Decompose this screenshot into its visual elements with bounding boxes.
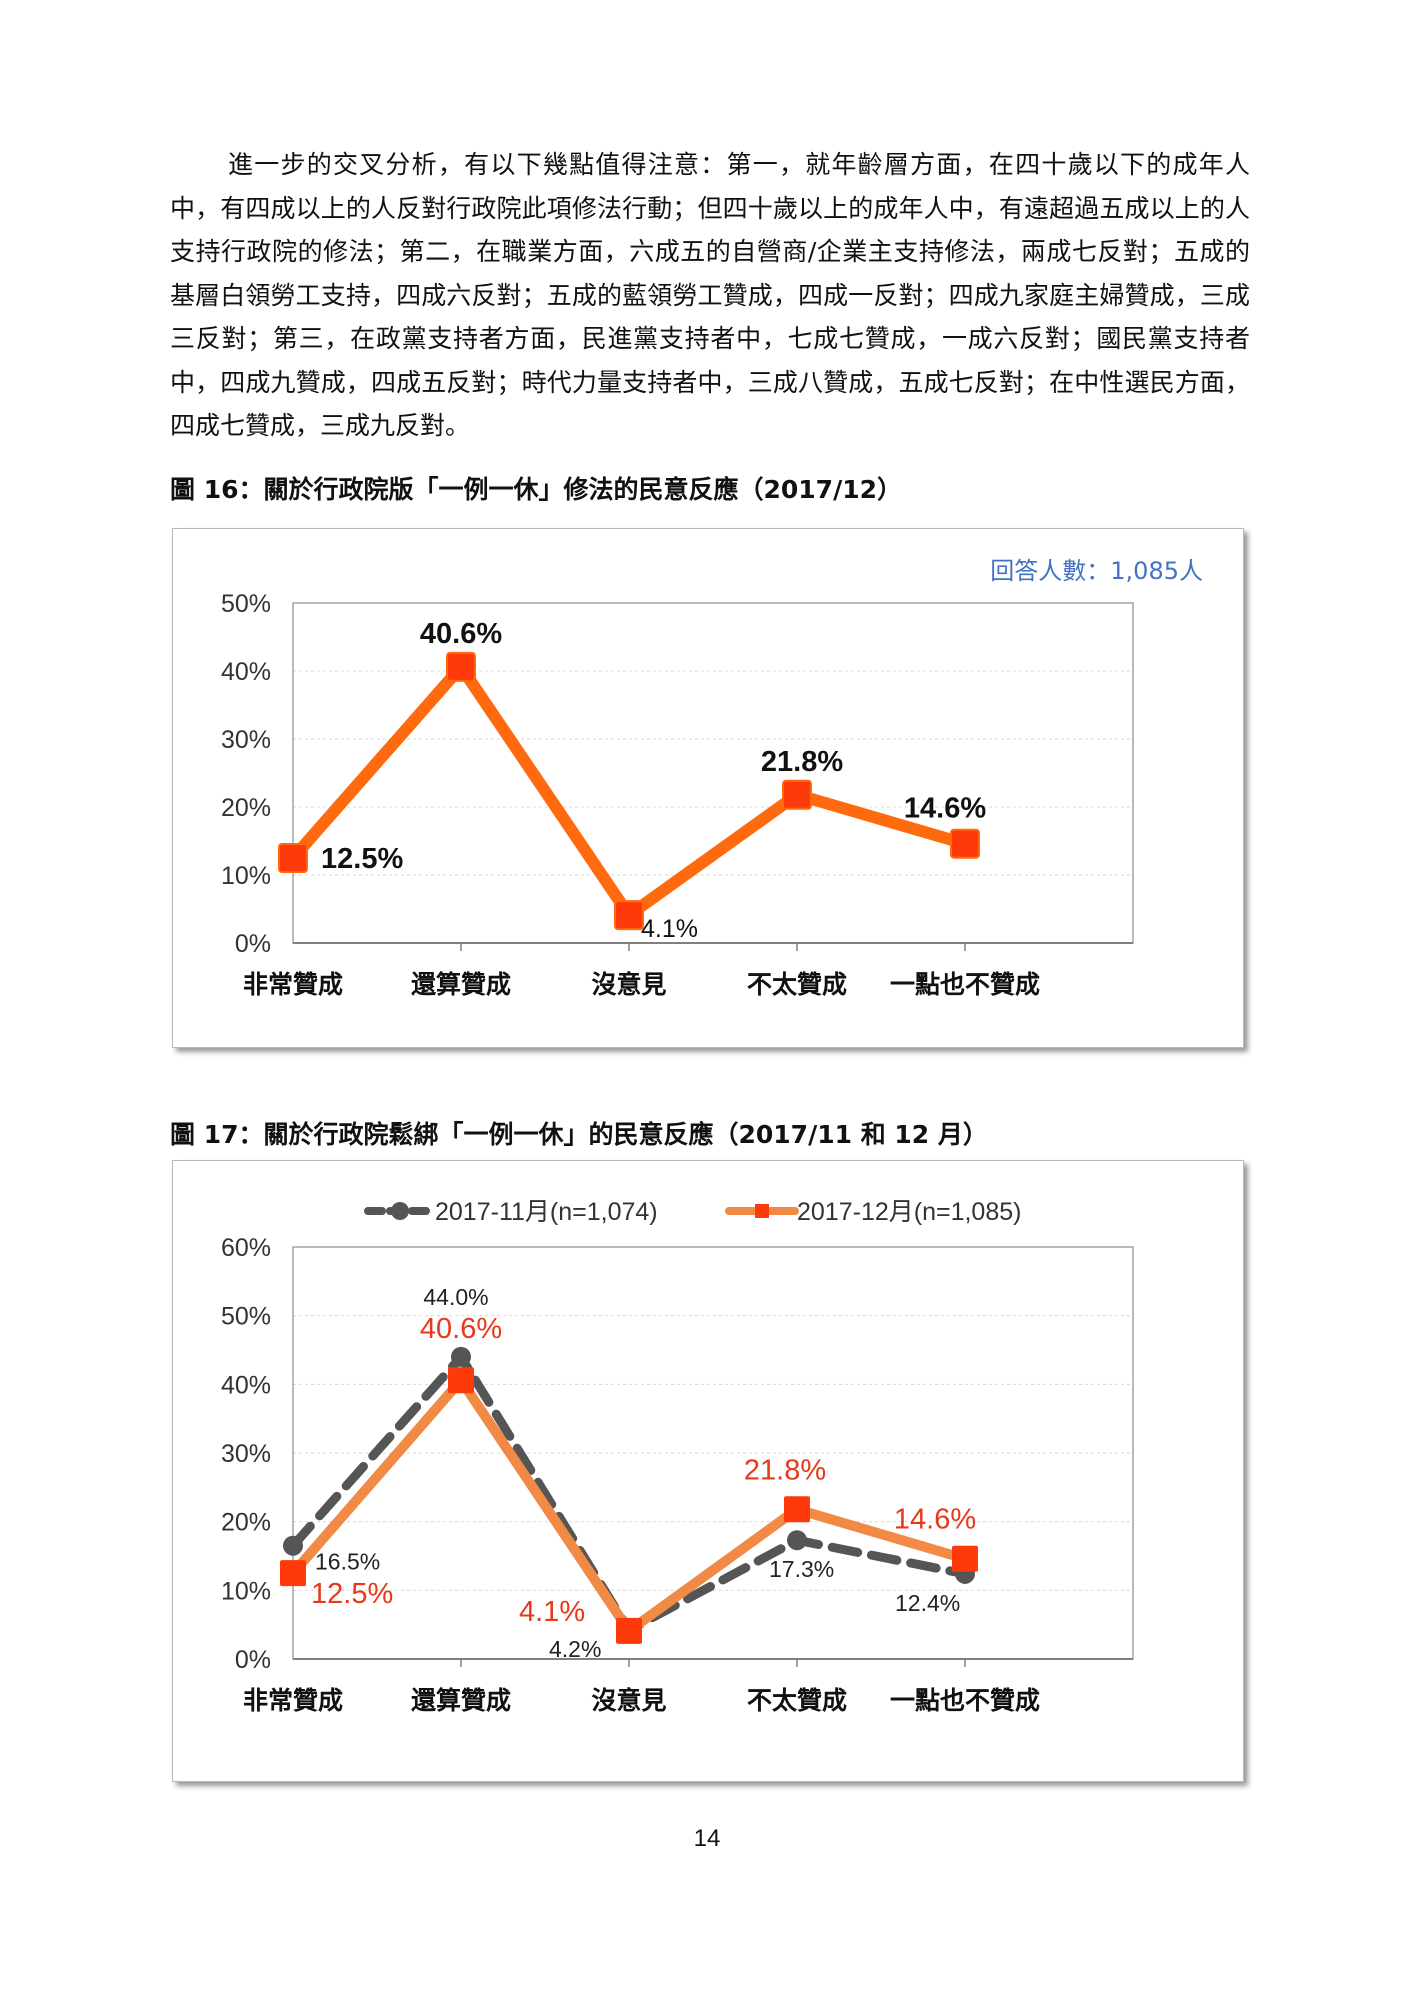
y-tick-label: 30% bbox=[221, 1440, 271, 1468]
figure16-svg: 0% 10% 20% 30% 40% 50% 非常贊成 還算贊成 沒意見 不太贊成 一點也不贊成 回答… bbox=[221, 557, 1203, 999]
data-point-marker bbox=[278, 843, 308, 873]
data-point-marker bbox=[614, 900, 644, 931]
category-label: 不太贊成 bbox=[747, 1686, 847, 1715]
category-label: 沒意見 bbox=[591, 1686, 666, 1715]
data-point-marker-2017-11 bbox=[787, 1530, 807, 1551]
data-point-marker bbox=[782, 779, 812, 810]
figure16-chart: 0% 10% 20% 30% 40% 50% 非常贊成 還算贊成 沒意見 不太贊成 一點也不贊成 回答… bbox=[172, 528, 1244, 1048]
legend-marker-2017-12 bbox=[755, 1204, 769, 1218]
data-point-marker bbox=[446, 651, 476, 682]
data-point-marker-2017-12 bbox=[616, 1617, 642, 1644]
data-label-2017-11: 16.5% bbox=[315, 1549, 380, 1575]
data-point-marker-2017-11 bbox=[451, 1346, 471, 1367]
y-tick-label: 50% bbox=[221, 590, 271, 618]
respondent-count: 回答人數：1,085人 bbox=[990, 557, 1203, 585]
data-label: 21.8% bbox=[761, 746, 843, 778]
category-label: 非常贊成 bbox=[243, 970, 343, 999]
data-label: 12.5% bbox=[321, 843, 403, 875]
y-tick-label: 20% bbox=[221, 1509, 271, 1537]
data-label-2017-12: 21.8% bbox=[744, 1454, 826, 1486]
category-label: 還算贊成 bbox=[411, 970, 511, 999]
page-number: 14 bbox=[693, 1825, 721, 1852]
y-tick-label: 30% bbox=[221, 726, 271, 754]
data-point-marker-2017-11 bbox=[283, 1535, 303, 1556]
legend-label-2017-12: 2017-12月(n=1,085) bbox=[797, 1198, 1021, 1226]
category-label: 一點也不贊成 bbox=[890, 970, 1040, 999]
figure17-caption: 圖 17：關於行政院鬆綁「一例一休」的民意反應（2017/11 和 12 月） bbox=[170, 1120, 988, 1149]
data-point-marker-2017-12 bbox=[448, 1367, 474, 1394]
y-tick-label: 60% bbox=[221, 1234, 271, 1262]
category-label: 還算贊成 bbox=[411, 1686, 511, 1715]
data-label-2017-12: 40.6% bbox=[420, 1313, 502, 1345]
data-label-2017-11: 44.0% bbox=[423, 1284, 488, 1310]
data-label-2017-11: 4.2% bbox=[549, 1636, 601, 1662]
data-label: 14.6% bbox=[904, 793, 986, 825]
body-paragraph: 進一步的交叉分析，有以下幾點值得注意：第一，就年齡層方面，在四十歲以下的成年人中… bbox=[170, 150, 1250, 440]
series-line-2017-12 bbox=[288, 1375, 970, 1636]
data-point-marker-2017-12 bbox=[280, 1560, 306, 1587]
data-point-marker bbox=[950, 828, 980, 859]
data-label-2017-11: 17.3% bbox=[769, 1556, 834, 1582]
category-label: 非常贊成 bbox=[243, 1686, 343, 1715]
figure17-chart: 0% 10% 20% 30% 40% 50% 60% 非常贊成 還算贊成 沒意見 不太贊成 一點也不贊… bbox=[172, 1160, 1244, 1782]
data-label-2017-12: 14.6% bbox=[894, 1504, 976, 1536]
series-line-2017-11 bbox=[288, 1352, 970, 1635]
legend-marker-2017-11 bbox=[391, 1202, 409, 1220]
data-point-marker-2017-12 bbox=[784, 1496, 810, 1523]
y-tick-label: 0% bbox=[235, 1646, 271, 1674]
category-label: 沒意見 bbox=[591, 970, 666, 999]
series-line-2017-12 bbox=[287, 660, 971, 922]
figure17-svg: 0% 10% 20% 30% 40% 50% 60% 非常贊成 還算贊成 沒意見 不太贊成 一點也不贊… bbox=[221, 1198, 1134, 1715]
data-label-2017-11: 12.4% bbox=[895, 1590, 960, 1616]
category-label: 不太贊成 bbox=[747, 970, 847, 999]
y-tick-label: 40% bbox=[221, 1371, 271, 1399]
data-label: 4.1% bbox=[641, 915, 698, 943]
legend-label-2017-11: 2017-11月(n=1,074) bbox=[435, 1198, 658, 1226]
data-label-2017-12: 12.5% bbox=[311, 1578, 393, 1610]
y-tick-label: 10% bbox=[221, 862, 271, 890]
y-tick-label: 50% bbox=[221, 1303, 271, 1331]
plot-area bbox=[292, 602, 1134, 944]
category-label: 一點也不贊成 bbox=[890, 1686, 1040, 1715]
y-tick-label: 0% bbox=[235, 930, 271, 958]
data-point-marker-2017-12 bbox=[952, 1545, 978, 1572]
data-label: 40.6% bbox=[420, 618, 502, 650]
figure16-caption: 圖 16：關於行政院版「一例一休」修法的民意反應（2017/12） bbox=[170, 475, 902, 504]
y-tick-label: 10% bbox=[221, 1577, 271, 1605]
y-tick-label: 40% bbox=[221, 658, 271, 686]
y-tick-label: 20% bbox=[221, 794, 271, 822]
data-label-2017-12: 4.1% bbox=[519, 1596, 585, 1628]
